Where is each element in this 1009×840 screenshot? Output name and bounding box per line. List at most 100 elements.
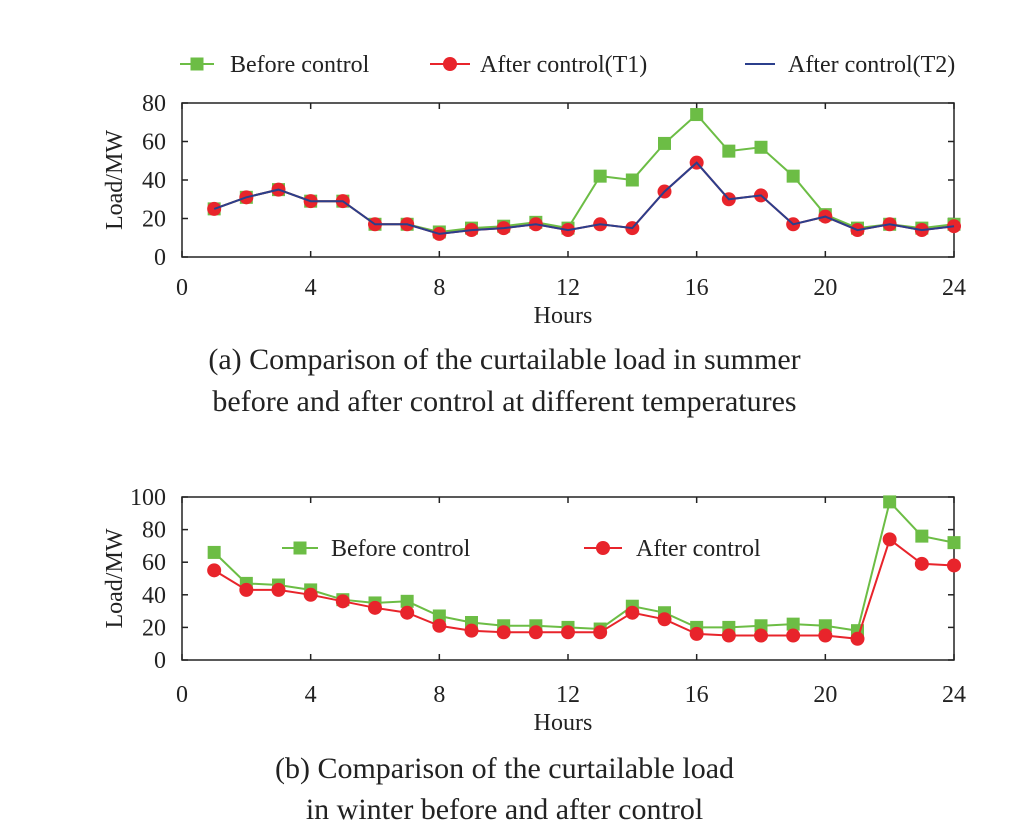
chart-b-series-2-point bbox=[689, 626, 704, 641]
chart-b-series-2-point bbox=[754, 628, 768, 643]
chart-a-legend-label-1: Before control bbox=[230, 52, 370, 78]
chart-b-legend-label-2: After control bbox=[636, 536, 761, 562]
chart-b-y-tick-label: 80 bbox=[142, 518, 166, 544]
chart-a-y-tick-label: 40 bbox=[142, 168, 166, 194]
chart-b-legend-item-1: Before control bbox=[282, 536, 471, 562]
legend-marker-circle bbox=[443, 57, 457, 71]
chart-a-series-1-point bbox=[625, 173, 639, 187]
chart-b-series-2-point bbox=[947, 558, 961, 573]
chart-b-series-2-point bbox=[593, 625, 608, 640]
chart-a-x-tick-label: 12 bbox=[556, 275, 580, 301]
chart-b-series-1-point bbox=[400, 594, 414, 608]
chart-b-series-2-point bbox=[368, 600, 382, 615]
chart-b-x-tick-label: 4 bbox=[305, 682, 317, 708]
chart-b-series-1-point bbox=[432, 609, 446, 623]
chart-a-series-1-point bbox=[593, 169, 607, 183]
chart-b-x-tick-label: 20 bbox=[813, 682, 837, 708]
chart-a-series-1 bbox=[207, 108, 961, 239]
chart-b-series-2-point bbox=[207, 563, 222, 578]
chart-b-series-2-line bbox=[213, 537, 955, 640]
chart-b-series-1-point bbox=[786, 617, 800, 631]
chart-a-legend-item-2: After control(T1) bbox=[430, 52, 647, 78]
chart-b-x-tick-label: 24 bbox=[942, 682, 966, 708]
chart-a-series-2-point bbox=[207, 201, 222, 216]
chart-a-caption-line-1: (a) Comparison of the curtailable load i… bbox=[208, 343, 801, 376]
chart-a-x-tick-label: 24 bbox=[942, 275, 966, 301]
chart-a-y-tick-label: 0 bbox=[154, 245, 166, 271]
chart-b-series-1-point bbox=[883, 495, 897, 509]
chart-b-series-2 bbox=[207, 532, 961, 646]
chart-a-caption-line-2: before and after control at different te… bbox=[212, 385, 797, 418]
chart-b-y-tick-label: 100 bbox=[130, 485, 166, 511]
chart-b-x-tick-label: 8 bbox=[433, 682, 445, 708]
legend-marker-circle bbox=[596, 541, 610, 555]
chart-b-series-2-point bbox=[561, 625, 575, 640]
chart-a-legend-label-2: After control(T1) bbox=[480, 52, 647, 78]
legend-marker-square bbox=[190, 57, 204, 71]
chart-a-x-tick-label: 16 bbox=[685, 275, 709, 301]
chart-b-caption-line-1: (b) Comparison of the curtailable load bbox=[274, 752, 735, 785]
chart-b-series-2-point bbox=[464, 623, 479, 638]
chart-a-series-1-line bbox=[213, 113, 955, 234]
chart-a-legend-item-1: Before control bbox=[180, 52, 370, 78]
chart-b-series-1-point bbox=[818, 619, 832, 633]
chart-a-legend-item-3: After control(T2) bbox=[745, 52, 955, 78]
chart-a-y-tick-label: 80 bbox=[142, 91, 166, 117]
chart-b-series-2-point bbox=[271, 582, 286, 597]
chart-b-series-2-point bbox=[432, 618, 447, 633]
chart-b-legend: Before control After control bbox=[282, 536, 761, 562]
chart-a-y-axis-label: Load/MW bbox=[102, 130, 128, 230]
chart-b-series-2-point bbox=[239, 582, 254, 597]
chart-a-series-1-point bbox=[658, 136, 671, 150]
chart-b-series-2-point bbox=[657, 612, 672, 627]
chart-b-series-2-point bbox=[303, 587, 318, 602]
chart-b-caption-line-2: in winter before and after control bbox=[305, 793, 704, 826]
chart-b-series-2-point bbox=[882, 532, 897, 547]
chart-b-series-1-point bbox=[915, 529, 929, 543]
chart-b-y-tick-label: 40 bbox=[142, 583, 166, 609]
chart-a-y-tick-label: 60 bbox=[142, 130, 166, 156]
chart-a-y-tick-label: 20 bbox=[142, 207, 166, 233]
chart-b-series-2-point bbox=[721, 628, 736, 643]
chart-a-series-3 bbox=[213, 161, 955, 235]
chart-a-legend: Before control After control(T1) After con… bbox=[180, 52, 955, 78]
chart-b-series-1-point bbox=[207, 545, 221, 559]
chart-a-series-1-point bbox=[786, 169, 800, 183]
chart-a-x-tick-label: 8 bbox=[433, 275, 445, 301]
chart-b-series-2-point bbox=[914, 556, 929, 571]
chart-b-series-1-point bbox=[947, 536, 961, 550]
chart-a-series-1-point bbox=[690, 108, 704, 122]
chart-b-x-tick-label: 0 bbox=[176, 682, 188, 708]
chart-a-x-tick-label: 0 bbox=[176, 275, 188, 301]
chart-b-y-tick-label: 60 bbox=[142, 550, 166, 576]
chart-b-x-tick-label: 16 bbox=[685, 682, 709, 708]
chart-b-series-2-point bbox=[850, 631, 865, 646]
chart-b-y-tick-label: 0 bbox=[154, 648, 166, 674]
chart-b-x-tick-label: 12 bbox=[556, 682, 580, 708]
chart-b-y-axis-label: Load/MW bbox=[102, 528, 128, 628]
legend-marker-square bbox=[293, 541, 307, 555]
chart-b-legend-label-1: Before control bbox=[331, 536, 471, 562]
chart-a-series-3-line bbox=[213, 161, 955, 235]
chart-a-x-tick-label: 20 bbox=[813, 275, 837, 301]
chart-b-series-1 bbox=[207, 495, 961, 638]
chart-b-x-axis-label: Hours bbox=[534, 710, 593, 736]
chart-b: 0 4 8 12 16 20 24 0 20 40 60 80 100 Hours Load/MW Befor… bbox=[102, 485, 966, 736]
chart-a-series-1-point bbox=[754, 140, 768, 154]
chart-a-legend-label-3: After control(T2) bbox=[788, 52, 955, 78]
chart-b-series-2-point bbox=[786, 628, 801, 643]
chart-a-series-1-point bbox=[722, 144, 736, 158]
chart-a: 0 4 8 12 16 20 24 0 20 40 60 80 Hours Load/MW Before c… bbox=[102, 52, 966, 329]
chart-b-series-1-point bbox=[754, 619, 768, 633]
chart-b-series-1-line bbox=[213, 499, 955, 632]
chart-b-y-tick-label: 20 bbox=[142, 615, 166, 641]
chart-b-series-2-point bbox=[335, 594, 350, 609]
chart-b-series-2-point bbox=[625, 605, 640, 620]
chart-b-series-2-point bbox=[496, 625, 511, 640]
chart-b-legend-item-2: After control bbox=[584, 536, 761, 562]
chart-b-series-2-point bbox=[400, 605, 415, 620]
chart-b-series-2-point bbox=[818, 628, 833, 643]
chart-b-series-2-point bbox=[528, 625, 543, 640]
chart-a-x-tick-label: 4 bbox=[305, 275, 317, 301]
